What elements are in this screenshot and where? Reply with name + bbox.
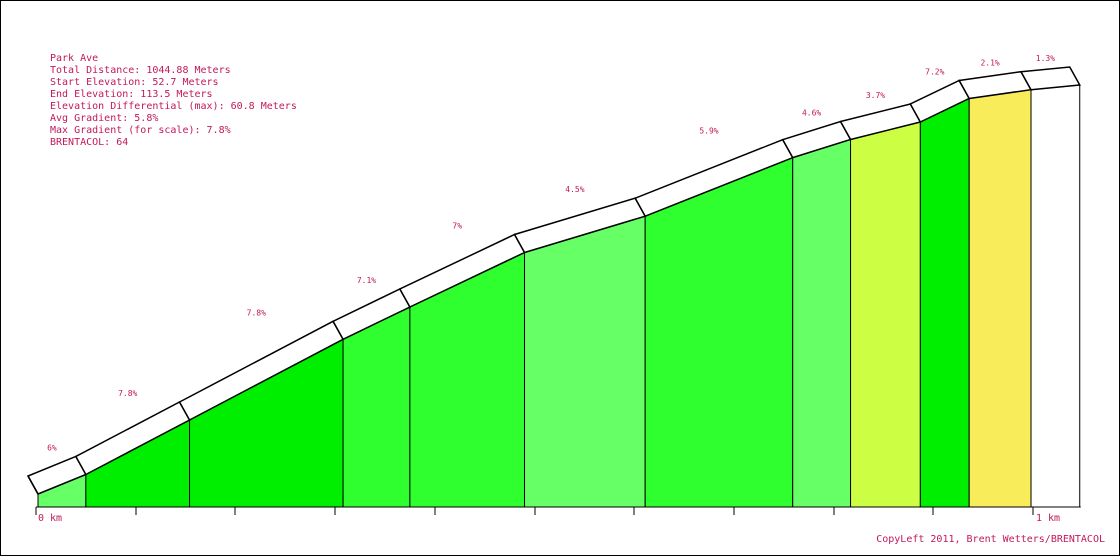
route-info: Park Ave Total Distance: 1044.88 Meters St… — [50, 53, 297, 149]
segment-fills — [37, 84, 1081, 508]
gradient-label-3: 7.8% — [247, 308, 266, 317]
segment-fill-9 — [850, 121, 921, 508]
gradient-label-12: 1.3% — [1036, 54, 1055, 63]
gradient-label-9: 3.7% — [866, 91, 885, 100]
segment-fill-6 — [524, 215, 646, 508]
segment-fill-8 — [792, 138, 852, 508]
gradient-label-4: 7.1% — [357, 276, 376, 285]
segment-fill-4 — [342, 306, 411, 508]
gradient-label-1: 6% — [47, 444, 57, 453]
segment-fill-7 — [644, 156, 794, 508]
end-elevation: End Elevation: 113.5 Meters — [50, 89, 213, 100]
band-start-edge — [27, 475, 39, 495]
gradient-label-7: 5.9% — [699, 127, 718, 136]
x-tick-label-start: 0 km — [38, 513, 62, 524]
copyleft-credit: CopyLeft 2011, Brent Wetters/BRENTACOL — [876, 534, 1105, 545]
brentacol-score: BRENTACOL: 64 — [50, 137, 129, 148]
route-name: Park Ave — [50, 53, 99, 64]
road-band-12 — [1019, 66, 1081, 91]
gradient-label-8: 4.6% — [802, 109, 821, 118]
gradient-label-10: 7.2% — [925, 68, 944, 77]
x-ticks — [35, 507, 1034, 515]
total-distance: Total Distance: 1044.88 Meters — [50, 65, 231, 76]
segment-fill-12 — [1030, 84, 1081, 508]
gradient-label-11: 2.1% — [980, 59, 999, 68]
avg-gradient: Avg Gradient: 5.8% — [50, 113, 159, 124]
segment-fill-11 — [968, 89, 1032, 508]
segment-dividers — [27, 475, 39, 495]
x-tick-label-end: 1 km — [1036, 513, 1060, 524]
gradient-label-6: 4.5% — [565, 185, 584, 194]
road-band — [26, 66, 1081, 495]
gradient-labels: 6% 7.8% 7.8% 7.1% 7% 4.5% 5.9% 4.6% 3.7% 7.2% 2.1%… — [47, 54, 1055, 453]
segment-fill-10 — [919, 97, 970, 508]
gradient-label-2: 7.8% — [118, 389, 137, 398]
elevation-differential: Elevation Differential (max): 60.8 Meter… — [50, 101, 297, 112]
start-elevation: Start Elevation: 52.7 Meters — [50, 77, 219, 88]
max-gradient: Max Gradient (for scale): 7.8% — [50, 125, 231, 136]
gradient-label-5: 7% — [452, 222, 462, 231]
